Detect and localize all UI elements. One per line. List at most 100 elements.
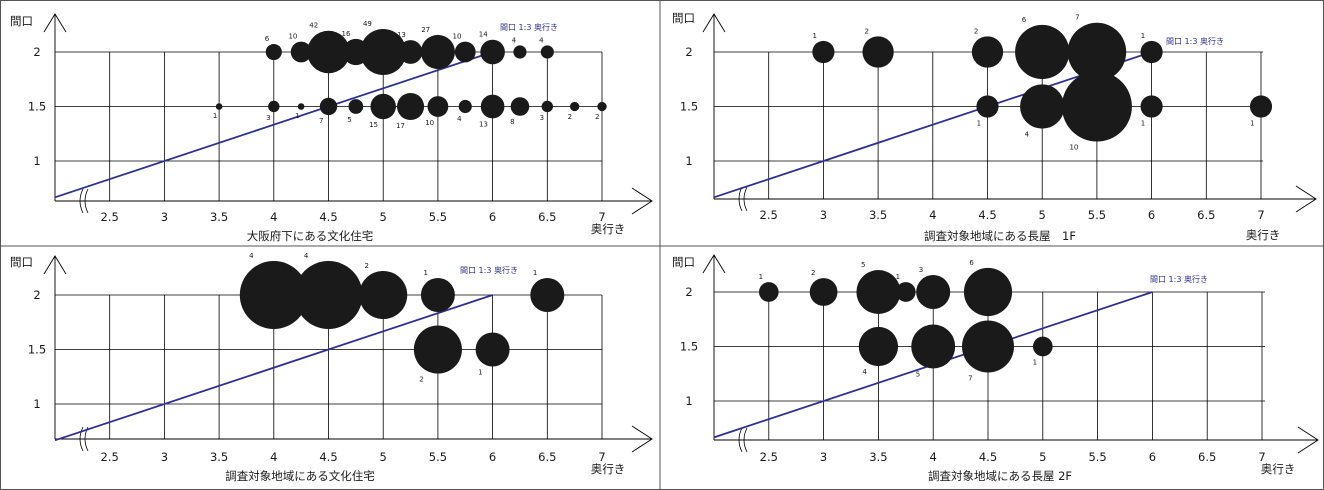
- data-label: 4: [249, 252, 254, 260]
- data-bubble: [1032, 336, 1053, 357]
- x-tick-label: 6: [1149, 450, 1156, 464]
- data-bubble: [398, 40, 423, 64]
- reference-line: [54, 51, 493, 199]
- x-tick-label: 6: [489, 210, 496, 224]
- axes: [43, 255, 653, 453]
- data-bubble: [265, 43, 282, 61]
- x-tick-label: 4: [270, 450, 277, 464]
- x-axis-arrow: [631, 425, 653, 453]
- data-label: 5: [861, 261, 865, 269]
- data-bubble: [916, 274, 951, 310]
- data-label: 15: [369, 121, 378, 129]
- x-axis-label: 奥行き: [591, 462, 626, 476]
- data-label: 2: [974, 27, 978, 35]
- x-axis-label: 奥行き: [1246, 228, 1281, 242]
- data-label: 1: [295, 112, 299, 120]
- reference-line: [54, 294, 493, 442]
- data-points: 1 2 2 6 7 1 1 4 10 1 1: [812, 14, 1273, 152]
- y-axis-label: 間口: [10, 255, 33, 269]
- x-tick-label: 3.5: [210, 210, 228, 224]
- data-label: 4: [512, 36, 517, 44]
- tick-labels: 2.5 3 3.5 4 4.5 5 5.5 6 6.5 7 1 1.5 2: [680, 45, 1265, 222]
- data-bubble: [530, 278, 565, 312]
- x-tick-label: 7: [598, 210, 605, 224]
- reference-line: [713, 51, 1152, 199]
- y-tick-label: 1: [685, 394, 692, 408]
- x-tick-label: 6.5: [538, 450, 556, 464]
- x-tick-label: 4.5: [978, 208, 996, 222]
- data-label: 1: [1033, 358, 1037, 366]
- axes: [43, 13, 653, 215]
- axis-break-mark: [738, 427, 743, 453]
- data-bubble: [307, 30, 350, 74]
- data-label: 4: [539, 36, 544, 44]
- chart-title: 調査対象地域にある文化住宅: [225, 469, 375, 483]
- data-label: 13: [397, 31, 406, 39]
- data-bubble: [370, 93, 396, 120]
- axis-break-mark: [79, 188, 84, 214]
- data-label: 1: [759, 273, 763, 281]
- data-bubble: [809, 278, 838, 306]
- data-bubble: [397, 92, 425, 121]
- data-bubble: [513, 45, 527, 59]
- x-axis-arrow: [1295, 185, 1317, 213]
- data-bubble: [758, 282, 779, 302]
- y-tick-label: 1: [33, 397, 40, 411]
- y-axis-arrow: [43, 13, 67, 33]
- x-tick-label: 6.5: [1198, 450, 1216, 464]
- data-label: 3: [540, 114, 544, 122]
- x-tick-label: 3.5: [869, 450, 887, 464]
- y-tick-label: 2: [685, 285, 692, 299]
- data-label: 10: [453, 33, 462, 41]
- x-tick-label: 4.5: [979, 450, 997, 464]
- data-label: 6: [265, 35, 270, 43]
- data-bubble: [239, 261, 308, 329]
- data-bubble: [359, 270, 408, 320]
- data-label: 2: [568, 113, 572, 121]
- x-tick-label: 6: [489, 450, 496, 464]
- y-tick-label: 2: [33, 288, 40, 302]
- y-axis-label: 間口: [672, 255, 695, 269]
- chart-panel-survey-bunka: 間口 1:3 奥行き 2.5 3 3.5 4 4.5 5 5.5 6 6.5 7 1 1.5 2 間口奥行き…: [10, 252, 653, 483]
- data-bubble: [268, 100, 280, 113]
- data-label: 10: [425, 119, 434, 127]
- x-tick-label: 6.5: [1197, 208, 1215, 222]
- y-tick-label: 1.5: [28, 100, 46, 114]
- reference-line-label: 間口 1:3 奥行き: [1150, 274, 1208, 284]
- data-label: 5: [916, 370, 920, 378]
- data-bubble: [976, 95, 999, 118]
- x-tick-label: 7: [598, 450, 605, 464]
- data-label: 1: [423, 269, 427, 277]
- data-bubble: [480, 39, 505, 65]
- x-tick-label: 4: [270, 210, 277, 224]
- data-bubble: [971, 36, 1004, 68]
- y-tick-label: 1.5: [28, 343, 46, 357]
- chart-title: 調査対象地域にある長屋 1F: [924, 229, 1076, 243]
- data-bubble: [962, 320, 1014, 373]
- x-tick-label: 6.5: [538, 210, 556, 224]
- chart-panel-nagaya-2f: 間口 1:3 奥行き 2.5 3 3.5 4 4.5 5 5.5 6 6.5 7 1 1.5 2 間口奥行き…: [672, 254, 1319, 483]
- y-axis-arrow: [702, 254, 726, 274]
- data-label: 7: [1075, 14, 1079, 22]
- data-bubble: [862, 36, 894, 68]
- data-bubble: [420, 278, 455, 312]
- x-tick-label: 5.5: [429, 450, 447, 464]
- x-tick-label: 4.5: [319, 450, 337, 464]
- data-bubble: [215, 103, 223, 110]
- chart-title: 調査対象地域にある長屋 2F: [928, 469, 1072, 483]
- data-label: 2: [365, 262, 369, 270]
- axis-break-mark: [79, 426, 84, 452]
- x-tick-label: 5.5: [429, 210, 447, 224]
- data-bubble: [812, 40, 835, 64]
- x-axis-arrow: [1297, 426, 1319, 454]
- x-tick-label: 4: [930, 450, 937, 464]
- data-bubble: [1140, 95, 1163, 118]
- x-tick-label: 3.5: [210, 450, 228, 464]
- data-label: 17: [396, 122, 405, 130]
- data-bubble: [856, 270, 901, 314]
- data-label: 6: [1022, 16, 1027, 24]
- data-label: 13: [479, 120, 488, 128]
- data-label: 1: [533, 269, 537, 277]
